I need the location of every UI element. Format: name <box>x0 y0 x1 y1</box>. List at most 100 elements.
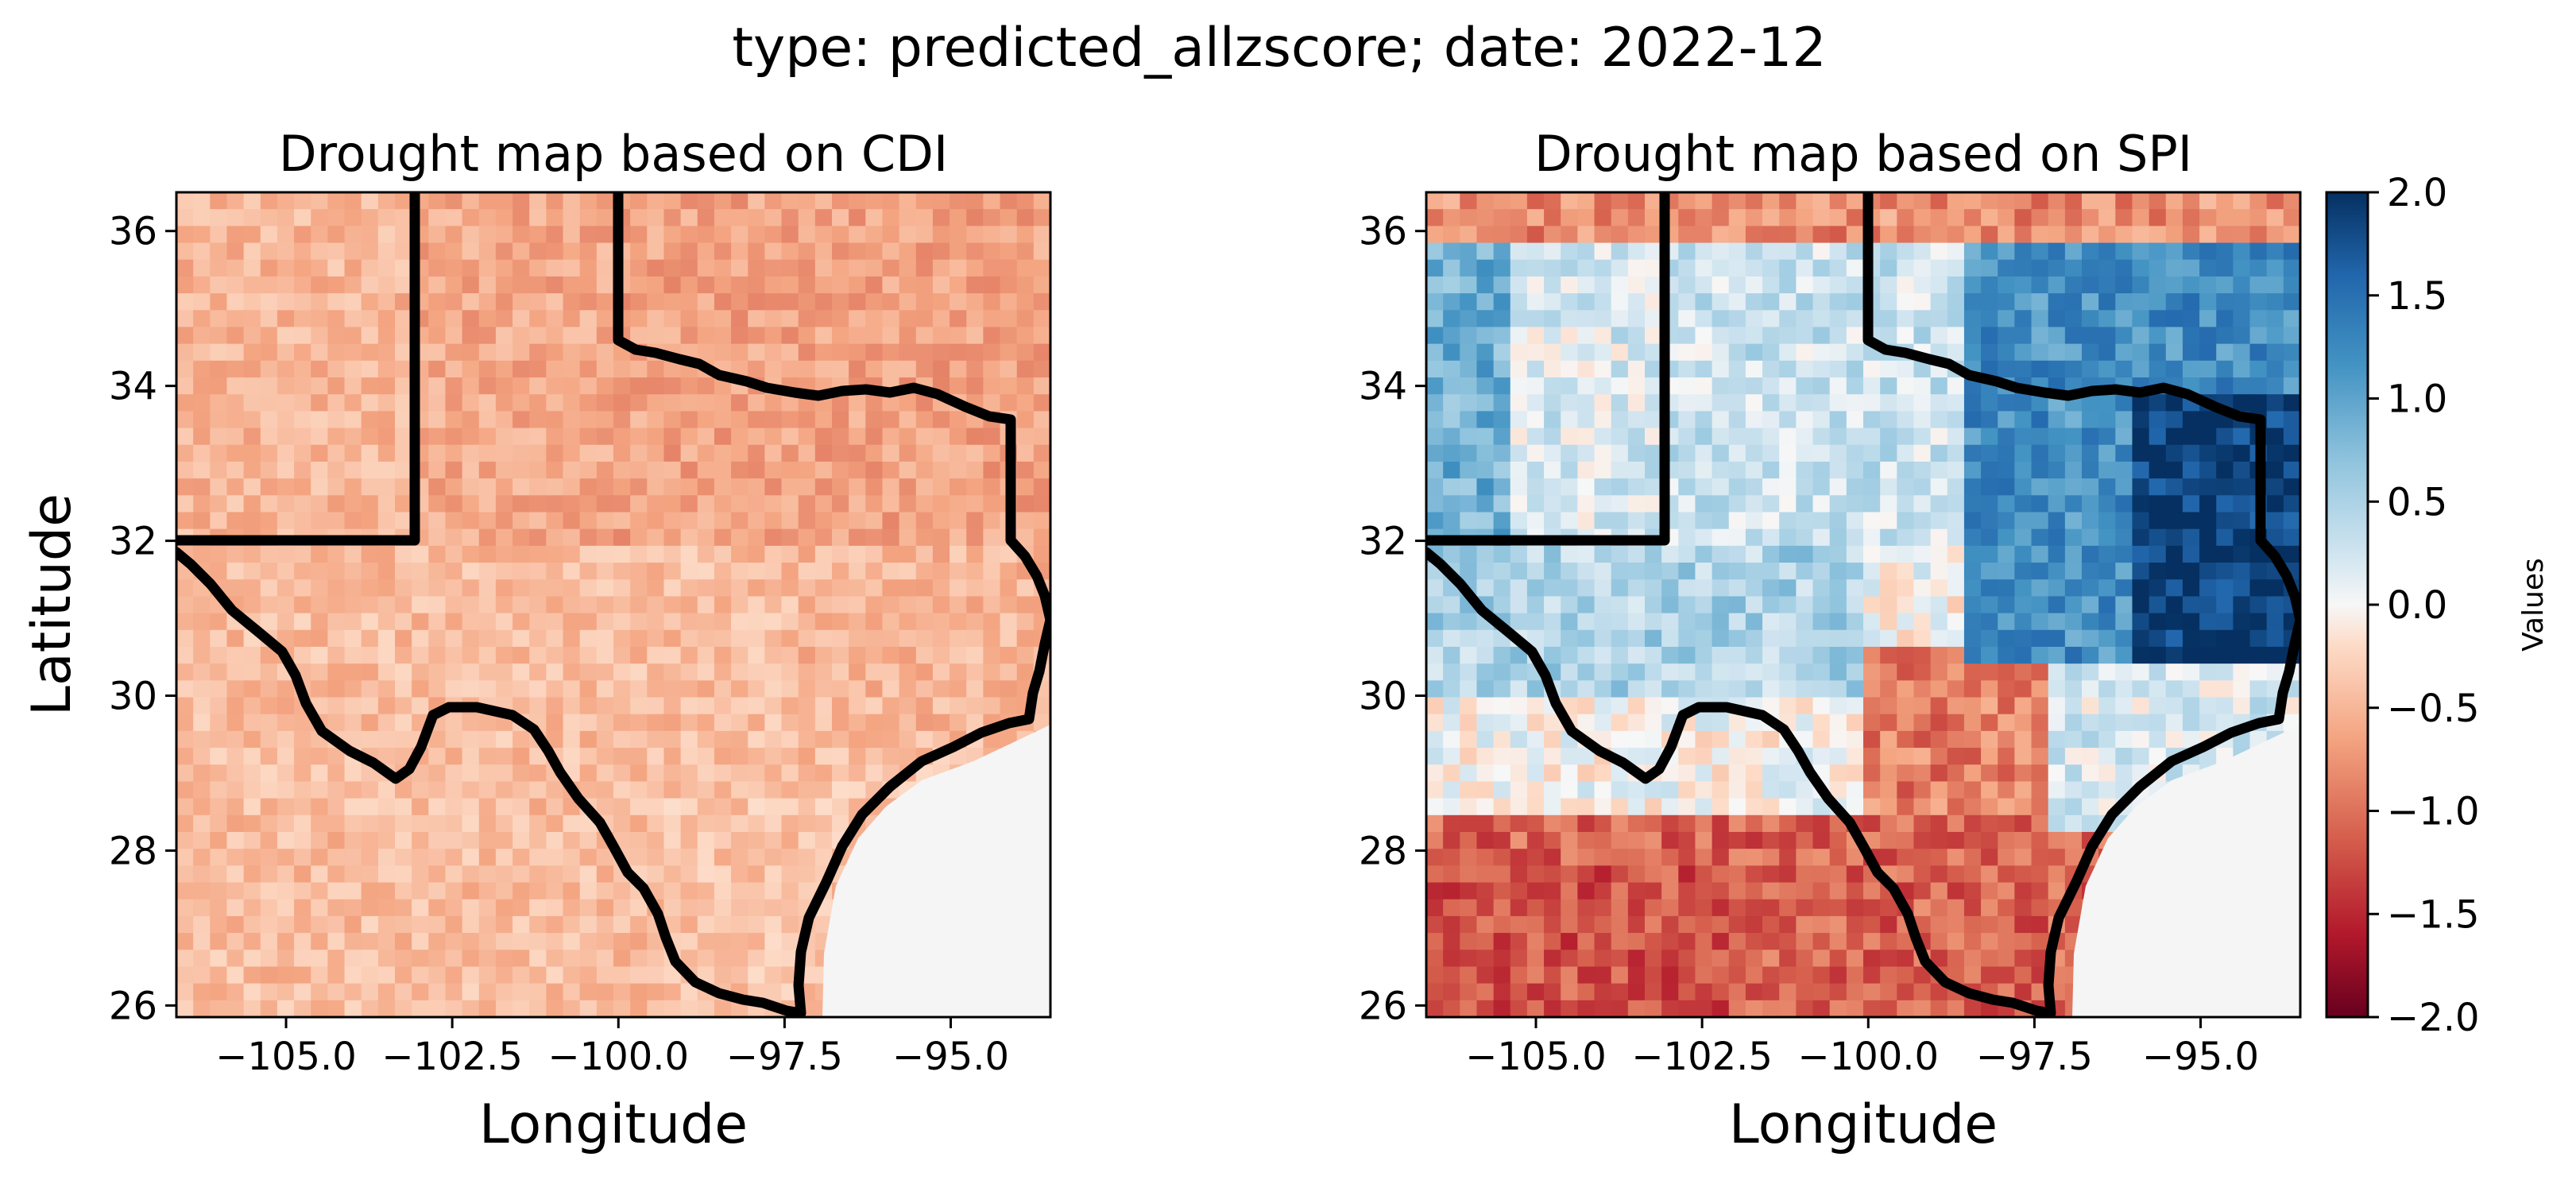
heatmap-cell <box>966 276 984 294</box>
heatmap-cell <box>311 394 328 412</box>
heatmap-cell <box>1678 259 1696 277</box>
heatmap-cell <box>210 748 228 765</box>
heatmap-cell <box>1812 730 1831 749</box>
heatmap-cell <box>613 629 631 648</box>
heatmap-cell <box>1930 814 1948 833</box>
heatmap-cell <box>596 377 614 395</box>
heatmap-cell <box>1426 343 1444 362</box>
heatmap-cell <box>1930 764 1948 783</box>
heatmap-cell <box>798 680 816 698</box>
heatmap-cell <box>1611 714 1629 732</box>
heatmap-cell <box>2182 444 2200 462</box>
heatmap-cell <box>1443 360 1460 378</box>
heatmap-cell <box>596 428 614 446</box>
heatmap-cell <box>344 377 362 395</box>
heatmap-cell <box>798 714 816 732</box>
heatmap-cell <box>1460 327 1478 345</box>
heatmap-cell <box>1426 276 1444 294</box>
heatmap-cell <box>764 730 783 749</box>
heatmap-cell <box>1526 814 1545 833</box>
heatmap-cell <box>2233 192 2251 210</box>
heatmap-cell <box>1426 664 1444 681</box>
heatmap-cell <box>1526 865 1545 884</box>
heatmap-cell <box>344 563 362 580</box>
heatmap-cell <box>1829 899 1847 917</box>
heatmap-cell <box>2098 327 2116 345</box>
heatmap-cell <box>2249 596 2268 614</box>
heatmap-cell <box>630 242 648 261</box>
heatmap-cell <box>1443 394 1460 412</box>
heatmap-cell <box>294 310 311 328</box>
heatmap-cell <box>1526 276 1545 294</box>
heatmap-cell <box>1846 259 1864 277</box>
heatmap-cell <box>361 697 379 715</box>
heatmap-cell <box>1678 411 1696 429</box>
heatmap-cell <box>1611 950 1629 968</box>
heatmap-cell <box>680 596 698 614</box>
heatmap-cell <box>243 664 261 681</box>
heatmap-cell <box>2216 461 2234 479</box>
heatmap-cell <box>680 310 698 328</box>
heatmap-cell <box>478 714 497 732</box>
heatmap-cell <box>1561 276 1578 294</box>
heatmap-cell <box>210 798 228 816</box>
heatmap-cell <box>1678 428 1696 446</box>
heatmap-cell <box>1493 293 1511 311</box>
heatmap-cell <box>1033 310 1050 328</box>
heatmap-cell <box>1016 209 1035 226</box>
heatmap-cell <box>663 849 682 866</box>
heatmap-cell <box>1963 629 1982 648</box>
heatmap-cell <box>1930 242 1948 261</box>
heatmap-cell <box>983 646 1001 664</box>
heatmap-cell <box>1476 915 1495 934</box>
heatmap-cell <box>1712 242 1730 261</box>
heatmap-cell <box>344 394 362 412</box>
heatmap-cell <box>748 915 765 934</box>
heatmap-cell <box>2115 563 2133 580</box>
heatmap-cell <box>243 966 261 985</box>
heatmap-cell <box>697 192 715 210</box>
heatmap-cell <box>1796 646 1814 664</box>
heatmap-cell <box>798 545 816 563</box>
heatmap-cell <box>243 327 261 345</box>
heatmap-cell <box>311 444 328 462</box>
heatmap-cell <box>630 748 648 765</box>
heatmap-cell <box>377 899 396 917</box>
heatmap-cell <box>781 360 799 378</box>
heatmap-cell <box>731 428 748 446</box>
heatmap-cell <box>2115 360 2133 378</box>
cdi-x-tick-label: −95.0 <box>892 1035 1009 1079</box>
heatmap-cell <box>647 360 665 378</box>
heatmap-cell <box>849 428 866 446</box>
heatmap-cell <box>2031 646 2049 664</box>
heatmap-cell <box>243 461 261 479</box>
heatmap-cell <box>563 428 581 446</box>
heatmap-cell <box>327 579 346 597</box>
heatmap-cell <box>495 209 513 226</box>
heatmap-cell <box>1493 596 1511 614</box>
heatmap-cell <box>2132 428 2150 446</box>
heatmap-cell <box>412 933 429 950</box>
heatmap-cell <box>781 748 799 765</box>
heatmap-cell <box>1016 629 1035 648</box>
heatmap-cell <box>697 646 715 664</box>
heatmap-cell <box>462 259 480 277</box>
heatmap-cell <box>529 664 547 681</box>
heatmap-cell <box>2249 377 2268 395</box>
heatmap-cell <box>1998 192 2015 210</box>
heatmap-cell <box>1728 730 1746 749</box>
heatmap-cell <box>243 394 261 412</box>
heatmap-cell <box>260 276 278 294</box>
heatmap-cell <box>1510 327 1528 345</box>
heatmap-cell <box>1779 343 1797 362</box>
heatmap-cell <box>1695 950 1713 968</box>
heatmap-cell <box>2014 629 2033 648</box>
heatmap-cell <box>260 360 278 378</box>
heatmap-cell <box>1796 242 1814 261</box>
heatmap-cell <box>1728 276 1746 294</box>
heatmap-cell <box>412 781 429 799</box>
heatmap-cell <box>395 613 412 631</box>
heatmap-cell <box>1829 428 1847 446</box>
heatmap-cell <box>1897 748 1915 765</box>
heatmap-cell <box>1526 899 1545 917</box>
